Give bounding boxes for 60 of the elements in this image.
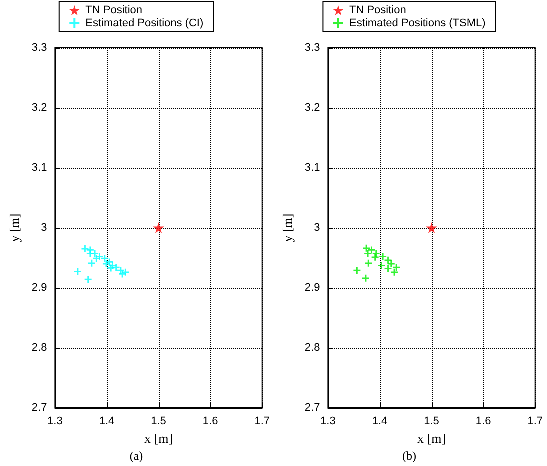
legend-label: TN Position [86, 4, 143, 16]
y-tick-label: 2.8 [304, 342, 320, 354]
point [84, 276, 92, 284]
text: (b) [402, 449, 417, 463]
y-tick-label: 2.9 [304, 282, 320, 294]
y-tick-label: 2.7 [32, 402, 48, 414]
y-axis-title: y [m] [280, 214, 295, 242]
y-tick-label: 3.2 [32, 102, 48, 114]
point [119, 270, 126, 278]
point [365, 260, 372, 267]
y-tick-label: 2.7 [304, 402, 320, 414]
x-axis-title: x [m] [418, 430, 446, 446]
x-tick-label: 1.7 [254, 416, 270, 428]
x-tick-label: 1.5 [424, 416, 440, 428]
point [380, 253, 387, 260]
x-tick-label: 1.3 [320, 416, 336, 428]
point [364, 250, 372, 258]
y-tick-label: 3.1 [304, 162, 320, 174]
point [426, 222, 438, 234]
point [362, 274, 370, 282]
y-tick-label: 3 [41, 222, 48, 234]
point [108, 264, 115, 272]
legend-label: TN Position [349, 4, 406, 16]
point [372, 254, 379, 261]
y-tick-label: 3.1 [32, 162, 48, 174]
point [378, 262, 386, 270]
point [354, 267, 361, 274]
x-tick-label: 1.7 [528, 416, 544, 428]
y-axis-title: y [m] [7, 214, 22, 242]
point [82, 246, 89, 252]
y-tick-label: 2.8 [32, 342, 48, 354]
point [101, 255, 108, 262]
point [384, 265, 392, 272]
point [88, 260, 96, 267]
point [74, 268, 82, 276]
x-axis-title: x [m] [144, 430, 174, 446]
y-tick-label: 3.2 [304, 102, 320, 114]
point [86, 250, 94, 258]
point [93, 255, 100, 262]
point [112, 264, 120, 272]
text: (a) [130, 449, 144, 463]
point [368, 246, 376, 254]
x-tick-label: 1.4 [99, 416, 115, 428]
x-tick-label: 1.3 [48, 416, 63, 428]
x-tick-label: 1.6 [476, 416, 492, 428]
point [390, 268, 398, 276]
y-tick-label: 2.9 [32, 282, 48, 294]
legend-label: Estimated Positions (TSML) [349, 18, 486, 30]
x-tick-label: 1.6 [202, 416, 218, 428]
x-tick-label: 1.4 [372, 416, 388, 428]
point [393, 264, 400, 272]
y-tick-label: 3.3 [32, 42, 48, 54]
y-tick-label: 3 [314, 222, 320, 234]
point [153, 222, 164, 234]
point [388, 260, 395, 268]
x-tick-label: 1.5 [151, 416, 166, 428]
y-tick-label: 3.3 [304, 42, 320, 54]
legend-label: Estimated Positions (CI) [86, 18, 204, 30]
point [384, 256, 392, 264]
point [363, 244, 370, 252]
